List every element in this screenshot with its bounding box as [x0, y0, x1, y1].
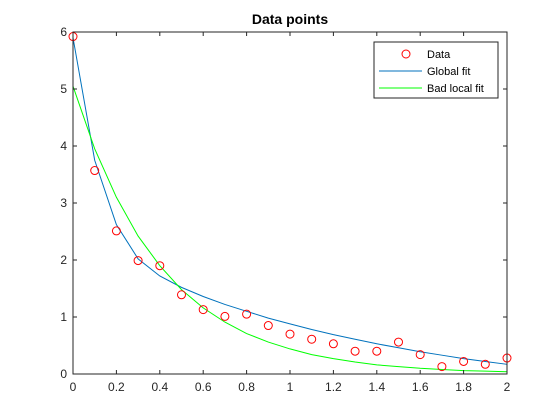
series-line-bad-local-fit	[72, 85, 508, 373]
legend-label-data: Data	[427, 49, 451, 61]
x-tick-label: 0.8	[238, 380, 255, 394]
x-tick-label: 0.6	[195, 380, 212, 394]
data-point-data	[480, 359, 490, 369]
y-tick-label: 0	[60, 367, 67, 381]
data-point-data	[242, 309, 252, 319]
y-tick-label: 5	[60, 82, 67, 96]
x-tick-label: 2	[504, 380, 511, 394]
x-tick-label: 1.4	[368, 380, 385, 394]
y-tick-label: 3	[60, 196, 67, 210]
y-tick-label: 4	[60, 139, 67, 153]
data-point-data	[90, 166, 100, 176]
legend-label-global-fit: Global fit	[427, 66, 470, 78]
x-tick-label: 0	[70, 380, 77, 394]
legend: Data Global fit Bad local fit	[373, 41, 499, 99]
data-point-data	[350, 346, 360, 356]
legend-swatch-data	[401, 49, 411, 59]
data-point-data	[285, 329, 295, 339]
series-line-global-fit	[72, 37, 508, 365]
data-point-data	[198, 305, 208, 315]
data-point-data	[307, 334, 317, 344]
data-point-data	[459, 356, 469, 366]
data-point-data	[437, 362, 447, 372]
legend-label-bad-local-fit: Bad local fit	[427, 83, 484, 95]
data-point-data	[155, 261, 165, 271]
axes-layer: 0 0.2 0.4 0.6 0.8 1 1.2 1.4 1.6 1.8 2 0 1 2 3 4 5 6	[60, 25, 510, 394]
x-tick-label: 1.2	[325, 380, 342, 394]
x-tick-label: 0.4	[151, 380, 168, 394]
data-point-data	[394, 337, 403, 347]
legend-box	[373, 41, 499, 99]
data-point-data	[111, 226, 121, 236]
y-tick-label: 1	[60, 310, 67, 324]
series-layer	[68, 32, 512, 373]
data-point-data	[372, 346, 382, 356]
chart-title: Data points	[252, 11, 328, 27]
x-tick-label: 0.2	[108, 380, 125, 394]
x-tick-label: 1	[287, 380, 294, 394]
y-tick-label: 2	[60, 253, 67, 267]
data-point-data	[263, 321, 273, 331]
x-tick-label: 1.8	[455, 380, 472, 394]
x-tick-label: 1.6	[412, 380, 429, 394]
y-tick-label: 6	[60, 25, 67, 39]
data-point-data	[133, 256, 143, 266]
data-point-data	[415, 350, 425, 360]
data-point-data	[328, 339, 338, 349]
data-point-data	[220, 311, 230, 321]
data-point-data	[177, 290, 186, 300]
